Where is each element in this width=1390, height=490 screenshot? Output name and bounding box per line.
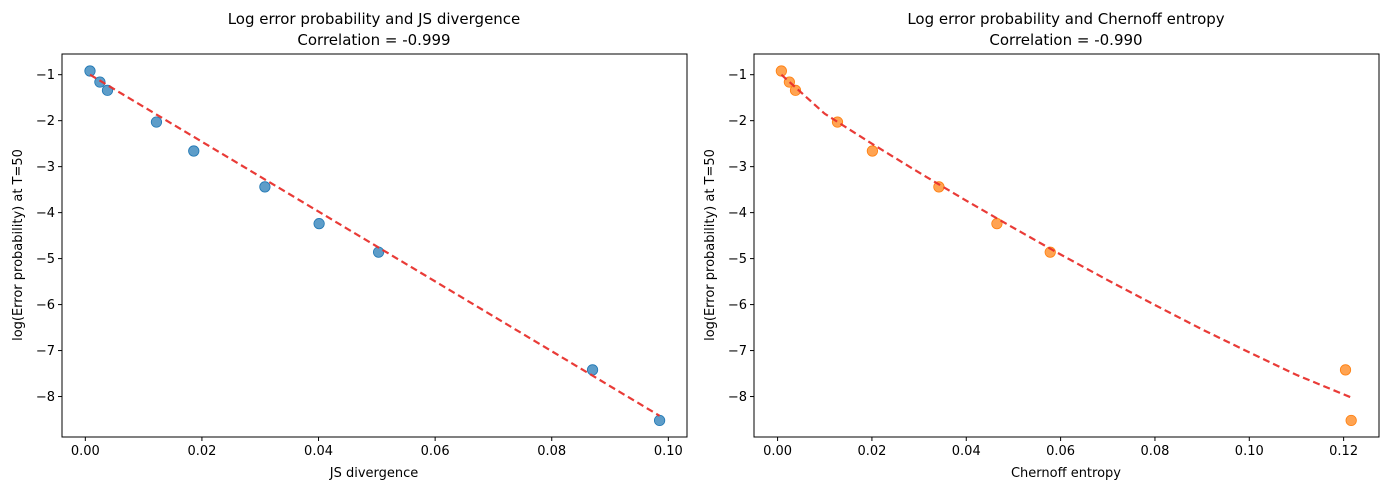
data-point <box>586 364 599 376</box>
fit-line <box>89 73 661 417</box>
data-point <box>150 116 163 128</box>
data-point <box>259 181 271 193</box>
y-tick-label: −7 <box>728 344 747 359</box>
y-tick-label: −3 <box>728 160 747 175</box>
chart-title-line1: Log error probability and Chernoff entro… <box>907 10 1224 28</box>
y-tick-label: −1 <box>728 68 747 83</box>
y-tick-label: −5 <box>728 252 747 267</box>
data-point <box>991 218 1003 230</box>
fit-line <box>780 73 1352 399</box>
x-tick-label: 0.06 <box>1046 444 1075 459</box>
data-point <box>84 65 96 77</box>
x-tick-label: 0.08 <box>1140 444 1169 459</box>
data-point <box>775 65 787 77</box>
y-tick-label: −8 <box>728 390 747 405</box>
data-point <box>188 145 200 157</box>
y-tick-label: −4 <box>36 206 55 221</box>
y-axis-label: log(Error probability) at T=50 <box>703 149 718 341</box>
x-tick-label: 0.04 <box>952 444 981 459</box>
x-tick-label: 0.10 <box>654 444 683 459</box>
y-tick-label: −5 <box>36 252 55 267</box>
x-tick-label: 0.02 <box>187 444 216 459</box>
data-point <box>866 145 878 157</box>
plot-area: 0.00 0.02 0.04 0.06 0.08 0.10 0.12 −1 −2 −3 −4 −5 −6… <box>728 65 1358 459</box>
y-tick-label: −8 <box>36 390 55 405</box>
chart-js-divergence: Log error probability and JS divergence … <box>11 10 688 481</box>
chart-title-line1: Log error probability and JS divergence <box>228 10 521 28</box>
data-point <box>1345 414 1357 427</box>
x-tick-label: 0.00 <box>71 444 100 459</box>
y-tick-label: −2 <box>728 114 747 129</box>
x-tick-label: 0.02 <box>857 444 886 459</box>
data-point <box>94 76 106 88</box>
chart-title-line2: Correlation = -0.990 <box>989 31 1142 49</box>
plot-area: 0.00 0.02 0.04 0.06 0.08 0.10 −1 −2 −3 −4 −5 −6 −7 −8 <box>36 65 683 459</box>
x-tick-label: 0.08 <box>537 444 566 459</box>
x-tick-label: 0.12 <box>1329 444 1358 459</box>
data-point <box>789 84 802 96</box>
y-tick-label: −6 <box>728 298 747 313</box>
y-tick-label: −4 <box>728 206 747 221</box>
x-tick-label: 0.00 <box>763 444 792 459</box>
chart-chernoff-entropy: Log error probability and Chernoff entro… <box>703 10 1380 481</box>
y-tick-label: −2 <box>36 114 55 129</box>
y-tick-label: −6 <box>36 298 55 313</box>
y-tick-label: −1 <box>36 68 55 83</box>
y-tick-label: −7 <box>36 344 55 359</box>
data-point <box>653 414 666 427</box>
chart-title-line2: Correlation = -0.999 <box>297 31 450 49</box>
y-tick-label: −3 <box>36 160 55 175</box>
axes-frame <box>753 53 1380 438</box>
y-axis-label: log(Error probability) at T=50 <box>11 149 26 341</box>
data-point <box>1339 364 1352 376</box>
x-tick-label: 0.04 <box>304 444 333 459</box>
x-axis-label: JS divergence <box>329 466 419 481</box>
data-point <box>313 218 325 230</box>
x-tick-label: 0.06 <box>421 444 450 459</box>
x-axis-label: Chernoff entropy <box>1011 466 1121 481</box>
axes-frame <box>61 53 688 438</box>
x-tick-label: 0.10 <box>1235 444 1264 459</box>
